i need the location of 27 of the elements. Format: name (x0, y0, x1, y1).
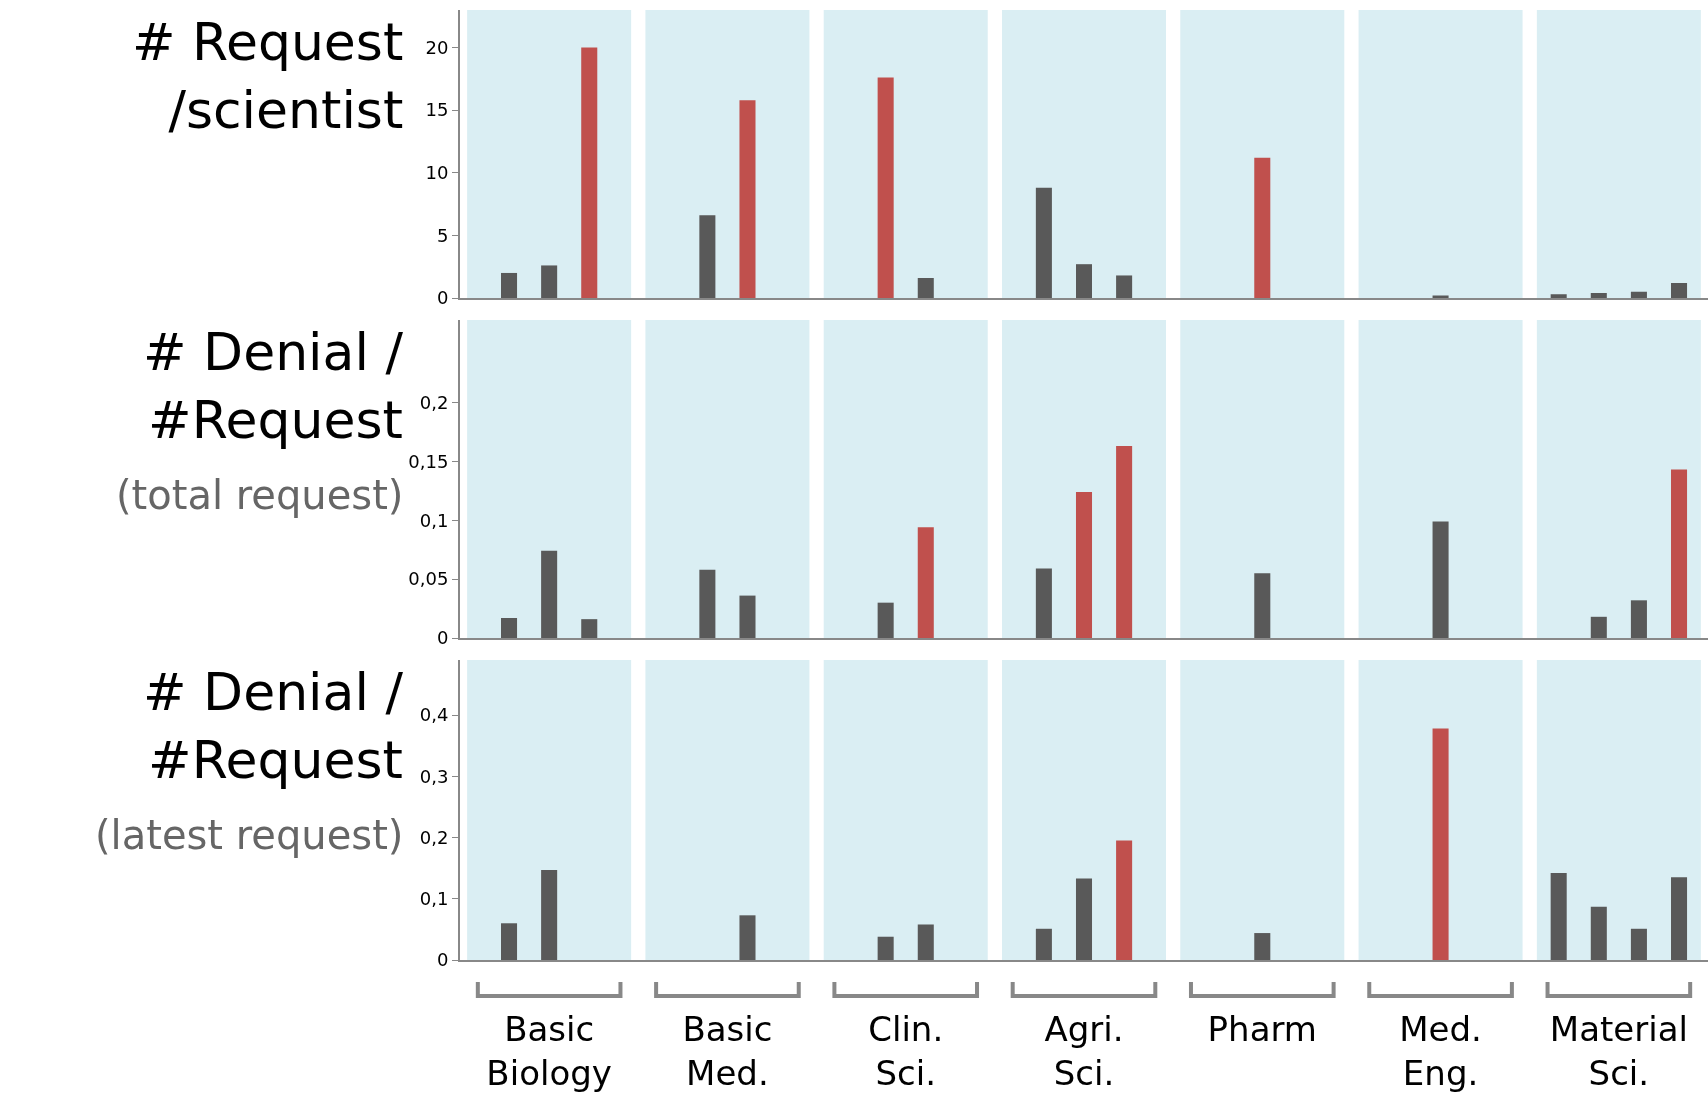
y-tick-label: 0,1 (419, 888, 449, 910)
y-tick-label: 0,1 (419, 509, 449, 531)
x-tick-label: Agri. Sci. (1044, 1008, 1124, 1093)
text: (total request) (116, 472, 404, 518)
x-tick-label: Med. Eng. (1399, 1008, 1482, 1093)
y-tick-label: 0 (436, 287, 449, 309)
y-tick-label: 15 (425, 99, 449, 121)
y-tick-label: 20 (425, 36, 449, 58)
y-axis-title: # Denial / #Request (143, 662, 404, 790)
y-tick-label: 0,4 (419, 704, 449, 726)
y-tick-label: 0 (436, 627, 449, 649)
y-tick-label: 0,15 (408, 450, 449, 472)
x-tick-label: Material Sci. (1549, 1008, 1688, 1093)
x-tick-label: Pharm (1207, 1008, 1317, 1049)
x-tick-label: Basic Med. (682, 1008, 773, 1093)
y-tick-label: 10 (425, 162, 449, 184)
y-tick-label: 0,05 (408, 568, 449, 590)
x-tick-label: Basic Biology (486, 1008, 612, 1093)
y-axis-title: # Denial / #Request (143, 322, 404, 450)
y-axis-title: # Request /scientist (132, 12, 404, 140)
y-tick-label: 0,2 (419, 826, 449, 848)
text: (latest request) (95, 812, 404, 858)
y-tick-label: 0 (436, 949, 449, 971)
x-tick-label: Clin. Sci. (868, 1008, 944, 1093)
y-tick-label: 0,3 (419, 765, 449, 787)
y-tick-label: 0,2 (419, 391, 449, 413)
y-tick-label: 5 (436, 224, 449, 246)
